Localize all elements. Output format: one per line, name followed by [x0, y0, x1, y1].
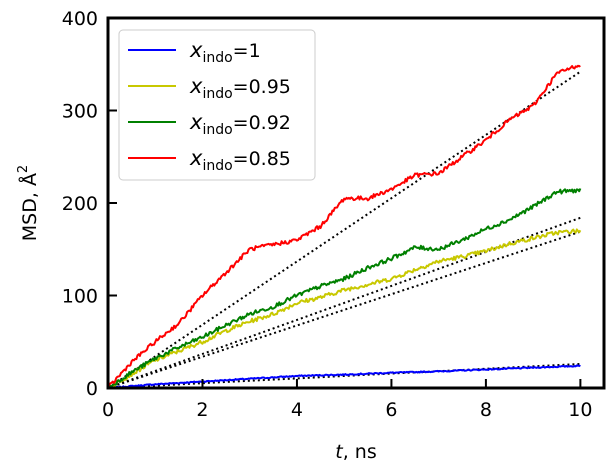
legend-box — [118, 29, 316, 181]
x-tick-label: 2 — [196, 399, 208, 421]
y-axis-title-sup: 2 — [16, 165, 31, 173]
x-axis-title: t, ns — [335, 441, 376, 463]
legend-label-value: =0.85 — [233, 148, 291, 170]
legend-label-sub: indo — [202, 86, 232, 102]
legend-label-var: x — [189, 38, 203, 62]
legend-label: xindo=0.85 — [189, 146, 291, 174]
fit-line — [107, 216, 581, 389]
series-lines — [107, 64, 582, 389]
legend-label: xindo=0.95 — [189, 74, 291, 102]
x-axis-ticks: 0 2 4 6 8 10 — [102, 379, 592, 421]
x-tick-label: 4 — [291, 399, 303, 421]
legend-label-sub: indo — [202, 50, 232, 66]
legend-label-var: x — [189, 74, 203, 98]
x-axis-title-var: t — [335, 441, 344, 463]
legend-label-sub: indo — [202, 158, 232, 174]
legend-label: xindo=0.92 — [189, 110, 291, 138]
y-tick-label: 200 — [62, 193, 98, 215]
legend-label-value: =0.92 — [233, 112, 291, 134]
x-tick-label: 8 — [480, 399, 492, 421]
y-tick-label: 100 — [62, 286, 98, 308]
series-line — [107, 188, 582, 389]
legend-label-sub: indo — [202, 122, 232, 138]
x-tick-label: 0 — [102, 399, 114, 421]
y-tick-label: 400 — [62, 8, 98, 30]
legend-label-var: x — [189, 146, 203, 170]
x-tick-label: 6 — [385, 399, 397, 421]
y-axis-title-main: MSD, Å — [18, 173, 41, 241]
series-line — [107, 64, 581, 389]
series-line — [107, 228, 582, 389]
y-tick-label: 300 — [62, 101, 98, 123]
y-axis-title: MSD, Å2 — [16, 165, 41, 241]
x-tick-label: 10 — [568, 399, 592, 421]
legend-label: xindo=1 — [189, 38, 261, 66]
legend-label-value: =1 — [233, 40, 261, 62]
y-axis-ticks: 0 100 200 300 400 — [62, 8, 117, 400]
y-tick-label: 0 — [86, 378, 98, 400]
legend-label-value: =0.95 — [233, 76, 291, 98]
fit-line — [107, 230, 581, 389]
x-axis-title-unit: , ns — [343, 441, 377, 463]
series-line — [107, 364, 581, 389]
legend-label-var: x — [189, 110, 203, 134]
